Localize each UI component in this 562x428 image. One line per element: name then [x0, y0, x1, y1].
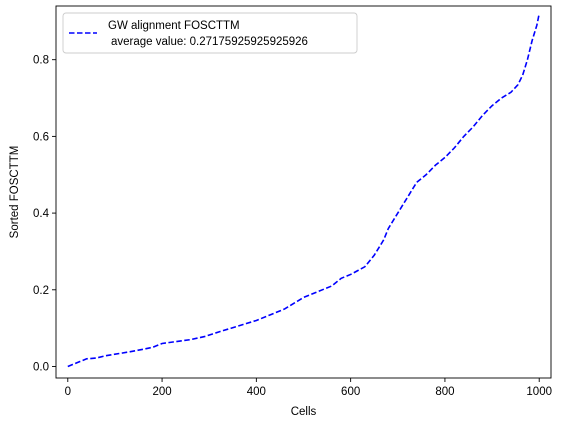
y-tick-label: 0.0	[33, 361, 49, 373]
y-tick-label: 0.8	[33, 55, 49, 67]
x-tick-label: 400	[247, 386, 266, 398]
y-tick-label: 0.4	[33, 208, 50, 220]
x-tick-label: 200	[152, 386, 171, 398]
x-tick-label: 0	[65, 386, 71, 398]
x-tick-label: 1000	[526, 386, 552, 398]
y-axis-label: Sorted FOSCTTM	[9, 146, 21, 239]
x-tick-label: 800	[435, 386, 454, 398]
y-tick-label: 0.2	[33, 285, 49, 297]
plot-area	[55, 5, 552, 379]
x-axis-ticks: 0 200 400 600 800 1000	[65, 378, 552, 398]
legend-box	[62, 12, 358, 54]
x-axis-label: Cells	[291, 406, 317, 418]
series-layer	[67, 13, 540, 368]
y-axis-ticks: 0.0 0.2 0.4 0.6 0.8	[33, 55, 56, 373]
x-tick-label: 600	[341, 386, 360, 398]
series-line	[67, 13, 540, 368]
legend-average-value: average value: 0.27175925925925926	[111, 36, 308, 48]
legend: GW alignment FOSCTTM average value: 0.27…	[62, 12, 358, 54]
legend-series-name: GW alignment FOSCTTM	[108, 20, 240, 32]
y-tick-label: 0.6	[33, 131, 49, 143]
